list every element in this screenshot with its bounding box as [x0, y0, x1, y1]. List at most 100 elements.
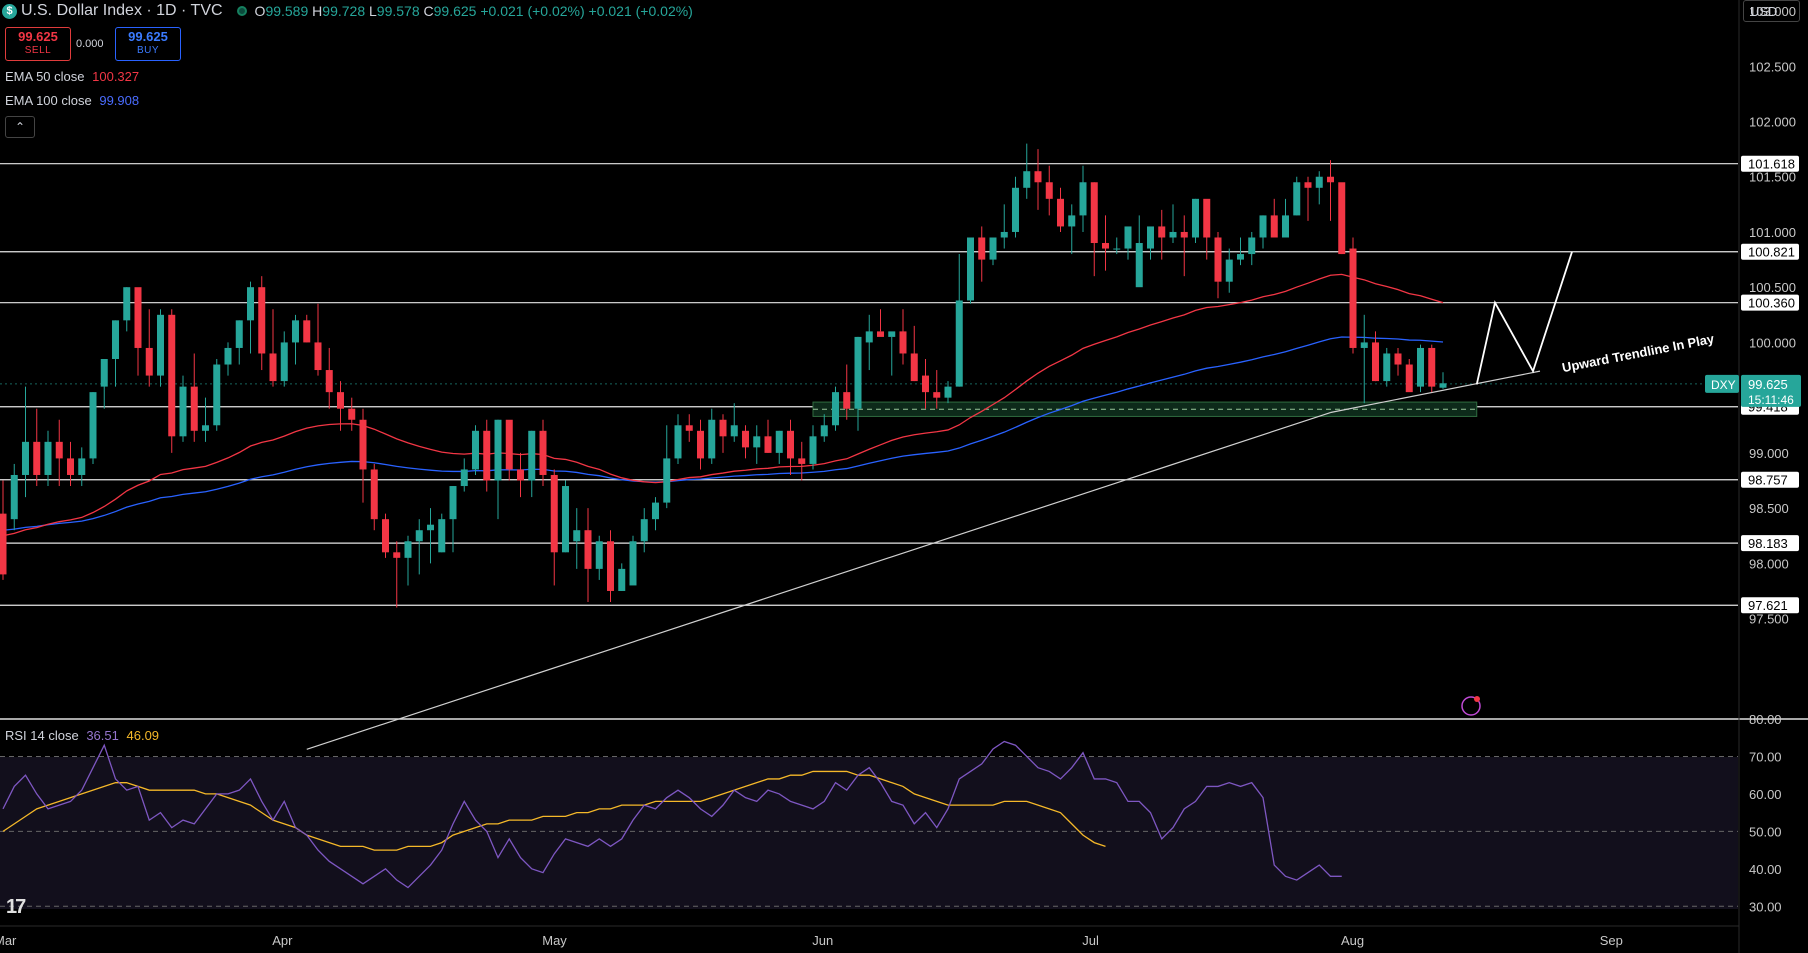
candle-body[interactable] — [494, 419, 502, 481]
candle-body[interactable] — [1327, 176, 1334, 183]
candle-body[interactable] — [708, 419, 716, 459]
candle-body[interactable] — [33, 441, 41, 475]
candle-body[interactable] — [1057, 198, 1064, 227]
candle-body[interactable] — [415, 530, 423, 542]
candle-body[interactable] — [292, 320, 299, 343]
candle-body[interactable] — [820, 425, 828, 437]
sell-button[interactable]: 99.625 SELL — [5, 27, 71, 61]
candle-body[interactable] — [202, 425, 209, 431]
candle-body[interactable] — [1135, 243, 1143, 288]
candle-body[interactable] — [427, 524, 434, 531]
candle-body[interactable] — [1417, 347, 1424, 387]
rsi-legend[interactable]: RSI 14 close 36.51 46.09 — [5, 728, 159, 743]
candle-body[interactable] — [1293, 182, 1301, 216]
market-status-icon[interactable] — [236, 6, 247, 16]
candle-body[interactable] — [100, 359, 108, 387]
candle-body[interactable] — [168, 314, 176, 437]
upward-trendline-extension[interactable] — [1330, 370, 1541, 414]
candle-body[interactable] — [134, 287, 142, 348]
candle-body[interactable] — [472, 430, 479, 470]
candle-body[interactable] — [1203, 198, 1211, 238]
candle-body[interactable] — [1147, 226, 1154, 249]
candle-body[interactable] — [573, 530, 581, 542]
candle-body[interactable] — [44, 441, 52, 475]
candle-body[interactable] — [550, 474, 558, 553]
candle-body[interactable] — [607, 541, 614, 591]
candle-body[interactable] — [629, 541, 637, 586]
candle-body[interactable] — [190, 386, 198, 431]
candle-body[interactable] — [370, 469, 378, 520]
candle-body[interactable] — [685, 425, 693, 431]
candle-body[interactable] — [1034, 171, 1042, 183]
candle-body[interactable] — [1248, 237, 1256, 255]
candle-body[interactable] — [303, 320, 311, 343]
candle-body[interactable] — [539, 430, 547, 475]
candle-body[interactable] — [224, 347, 232, 365]
candle-body[interactable] — [1282, 215, 1289, 238]
candle-body[interactable] — [1000, 231, 1008, 238]
candle-body[interactable] — [460, 469, 468, 487]
candle-body[interactable] — [449, 486, 457, 520]
candle-body[interactable] — [258, 287, 266, 354]
candle-body[interactable] — [1383, 353, 1391, 382]
candle-body[interactable] — [1102, 243, 1109, 249]
candle-body[interactable] — [1428, 347, 1436, 387]
ema50-legend[interactable]: EMA 50 close 100.327 — [5, 69, 139, 84]
candle-body[interactable] — [742, 430, 749, 448]
candle-body[interactable] — [798, 458, 806, 464]
candle-body[interactable] — [314, 342, 322, 371]
candle-body[interactable] — [663, 458, 671, 503]
candle-body[interactable] — [944, 386, 952, 398]
candle-body[interactable] — [348, 408, 356, 420]
candle-body[interactable] — [280, 342, 288, 382]
candle-body[interactable] — [325, 370, 333, 393]
candle-body[interactable] — [89, 392, 97, 459]
candle-body[interactable] — [1338, 182, 1346, 255]
candle-body[interactable] — [595, 541, 603, 569]
event-icon[interactable] — [1461, 696, 1481, 716]
candle-body[interactable] — [1180, 231, 1188, 238]
candle-body[interactable] — [382, 519, 389, 553]
candle-body[interactable] — [1439, 383, 1447, 388]
candle-body[interactable] — [618, 568, 626, 591]
candle-body[interactable] — [404, 541, 412, 558]
candle-body[interactable] — [967, 237, 974, 301]
currency-selector[interactable]: USD — [1743, 0, 1800, 22]
candle-body[interactable] — [1012, 187, 1019, 232]
candle-body[interactable] — [787, 430, 794, 459]
projection-path[interactable] — [1475, 251, 1573, 385]
candle-body[interactable] — [1124, 226, 1132, 249]
upward-trendline[interactable] — [306, 411, 1331, 750]
candle-body[interactable] — [55, 441, 63, 459]
candle-body[interactable] — [1192, 198, 1199, 238]
candle-body[interactable] — [1113, 248, 1121, 250]
candle-body[interactable] — [483, 430, 491, 481]
candle-body[interactable] — [1259, 215, 1267, 238]
candle-body[interactable] — [112, 320, 119, 359]
candle-body[interactable] — [1079, 182, 1087, 216]
candle-body[interactable] — [877, 331, 884, 337]
candle-body[interactable] — [247, 287, 254, 321]
candle-body[interactable] — [145, 347, 153, 376]
candle-body[interactable] — [438, 519, 446, 553]
candle-body[interactable] — [1237, 254, 1244, 260]
candle-body[interactable] — [157, 314, 164, 376]
candle-body[interactable] — [1372, 342, 1379, 382]
candle-body[interactable] — [235, 320, 243, 348]
candle-body[interactable] — [562, 486, 569, 553]
candle-body[interactable] — [1394, 353, 1402, 365]
symbol-title[interactable]: U.S. Dollar Index · 1D · TVC — [21, 2, 223, 19]
candle-body[interactable] — [910, 353, 918, 382]
candle-body[interactable] — [933, 392, 941, 398]
candle-body[interactable] — [1090, 182, 1098, 244]
candle-body[interactable] — [809, 436, 817, 464]
candle-body[interactable] — [1360, 342, 1368, 348]
candle-body[interactable] — [1405, 364, 1413, 393]
candle-body[interactable] — [1304, 182, 1312, 188]
candle-body[interactable] — [697, 430, 704, 459]
candle-body[interactable] — [674, 425, 682, 459]
candle-body[interactable] — [640, 519, 648, 542]
candle-body[interactable] — [989, 237, 997, 260]
candle-body[interactable] — [505, 419, 513, 470]
